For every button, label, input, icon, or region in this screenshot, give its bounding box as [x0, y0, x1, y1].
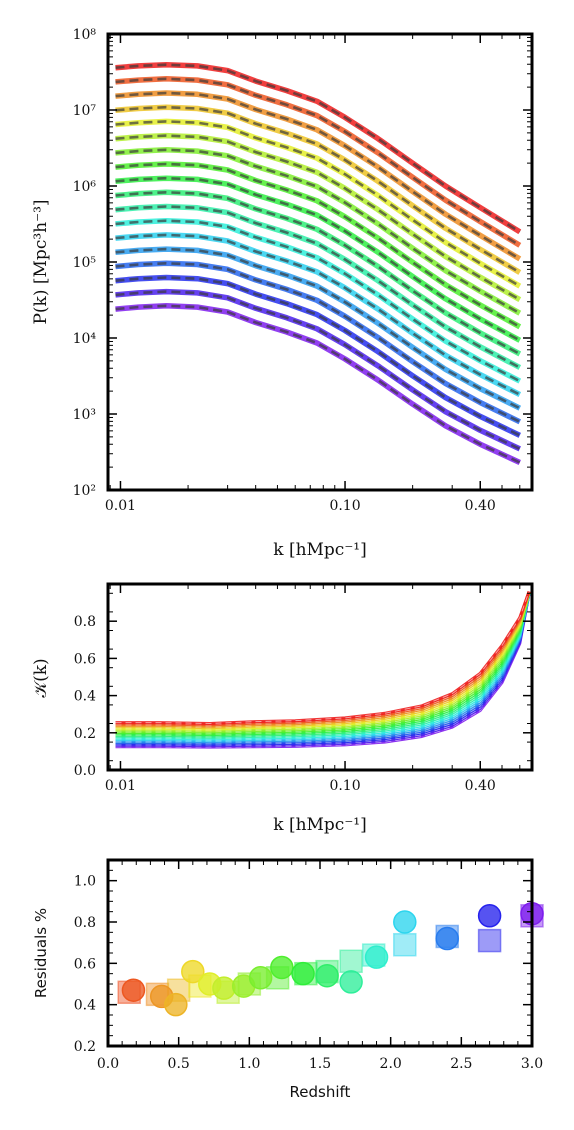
power-spectrum-y-label: P(k) [Mpc³h⁻³]: [31, 199, 51, 324]
x-tick-label: 0.5: [168, 1056, 190, 1072]
y-tick-label: 0.4: [74, 998, 96, 1014]
y-tick-label: 10⁸: [73, 27, 97, 43]
y-tick-label: 0.6: [74, 651, 96, 667]
x-tick-label: 1.5: [309, 1056, 331, 1072]
y-tick-label: 10⁶: [73, 179, 97, 195]
power-spectrum-series-1-dashed: [115, 63, 521, 233]
residual-circle-marker: [435, 926, 459, 951]
x-tick-label: 3.0: [521, 1056, 543, 1072]
power-spectrum-series-13-dashed: [115, 233, 521, 396]
residuals-axes-frame: [106, 858, 534, 1048]
kernel-panel: 0.0 0.2 0.4 0.6 0.8 0.01 0.10 0.40 k [hMpc⁻¹] 𝒦…: [31, 582, 534, 835]
kernel-series-1-dashed: [115, 591, 530, 725]
kernel-x-label: k [hMpc⁻¹]: [273, 815, 367, 835]
residual-circle-marker: [212, 976, 236, 1000]
y-tick-label: 0.8: [74, 915, 96, 931]
residuals-ticks: 0.2 0.4 0.6 0.8 1.0 0.0 0.5 1.0 1.5 2.0 2.5 3.0: [74, 860, 543, 1072]
x-tick-label: 0.0: [97, 1056, 119, 1072]
x-tick-label: 0.10: [329, 498, 360, 514]
kernel-axes-frame: [106, 582, 534, 772]
y-tick-label: 10⁴: [73, 331, 97, 347]
power-spectrum-series-8-dashed: [115, 162, 521, 328]
x-tick-label: 1.0: [238, 1056, 260, 1072]
y-tick-label: 10²: [73, 483, 96, 499]
y-tick-label: 0.0: [74, 763, 96, 779]
residual-circle-marker: [364, 945, 389, 969]
power-spectrum-x-label: k [hMpc⁻¹]: [273, 540, 367, 560]
kernel-lines: [115, 590, 531, 749]
y-tick-label: 0.2: [74, 1039, 96, 1055]
residual-circle-marker: [477, 904, 502, 928]
residuals-y-label: Residuals %: [32, 908, 50, 998]
x-tick-label: 0.40: [465, 778, 496, 794]
y-tick-label: 1.0: [74, 874, 96, 890]
power-spectrum-series-16-dashed: [115, 276, 521, 437]
power-spectrum-series-9-dashed: [115, 176, 521, 342]
residual-circle-marker: [248, 966, 273, 990]
power-spectrum-series-10-dashed: [115, 190, 521, 356]
power-spectrum-series-12-dashed: [115, 219, 521, 383]
x-tick-label: 0.40: [465, 498, 496, 514]
kernel-ticks: 0.0 0.2 0.4 0.6 0.8 0.01 0.10 0.40: [74, 584, 532, 794]
power-spectrum-series-5-dashed: [115, 120, 521, 288]
y-tick-label: 0.8: [74, 614, 96, 630]
x-tick-label: 2.5: [450, 1056, 472, 1072]
residuals-panel: 0.2 0.4 0.6 0.8 1.0 0.0 0.5 1.0 1.5 2.0 2.5 3.0 Red…: [32, 858, 544, 1101]
y-tick-label: 0.4: [74, 689, 96, 705]
y-tick-label: 0.6: [74, 956, 96, 972]
power-spectrum-ticks: 10² 10³ 10⁴ 10⁵ 10⁶ 10⁷ 10⁸ 0.01 0.10 0.40: [73, 27, 532, 514]
residual-circle-marker: [339, 970, 363, 994]
residual-markers: [117, 901, 544, 1017]
residual-circle-marker: [270, 955, 294, 980]
power-spectrum-panel: 10² 10³ 10⁴ 10⁵ 10⁶ 10⁷ 10⁸ 0.01 0.10 0.40 k [hMp…: [31, 27, 534, 560]
power-spectrum-series-14-dashed: [115, 247, 521, 410]
power-spectrum-series-18-dashed: [115, 304, 521, 464]
kernel-y-label: 𝒦(k): [31, 658, 51, 697]
residual-circle-marker: [291, 961, 315, 986]
power-spectrum-series-11-dashed: [115, 205, 521, 369]
y-tick-label: 10³: [73, 407, 96, 423]
power-spectrum-series-4-dashed: [115, 105, 521, 274]
power-spectrum-series-3-dashed: [115, 91, 521, 261]
residual-circle-marker: [121, 978, 146, 1002]
power-spectrum-series-6-dashed: [115, 134, 521, 301]
residual-circle-marker: [393, 910, 417, 934]
residual-square-marker: [393, 932, 417, 957]
residual-circle-marker: [315, 963, 339, 988]
y-tick-label: 10⁵: [73, 255, 97, 271]
y-tick-label: 0.2: [74, 726, 96, 742]
power-spectrum-lines: [115, 61, 522, 465]
residual-circle-marker: [181, 959, 205, 984]
residual-square-marker: [477, 928, 502, 953]
power-spectrum-series-15-dashed: [115, 261, 521, 423]
x-tick-label: 0.10: [329, 778, 360, 794]
residuals-x-label: Redshift: [290, 1083, 351, 1101]
power-spectrum-series-7-dashed: [115, 148, 521, 315]
power-spectrum-series-2-dashed: [115, 77, 521, 247]
residual-circle-marker: [164, 992, 188, 1017]
x-tick-label: 2.0: [380, 1056, 402, 1072]
residual-square-marker: [339, 949, 363, 974]
x-tick-label: 0.01: [105, 778, 136, 794]
power-spectrum-series-17-dashed: [115, 290, 521, 451]
x-tick-label: 0.01: [105, 498, 136, 514]
y-tick-label: 10⁷: [73, 103, 97, 119]
